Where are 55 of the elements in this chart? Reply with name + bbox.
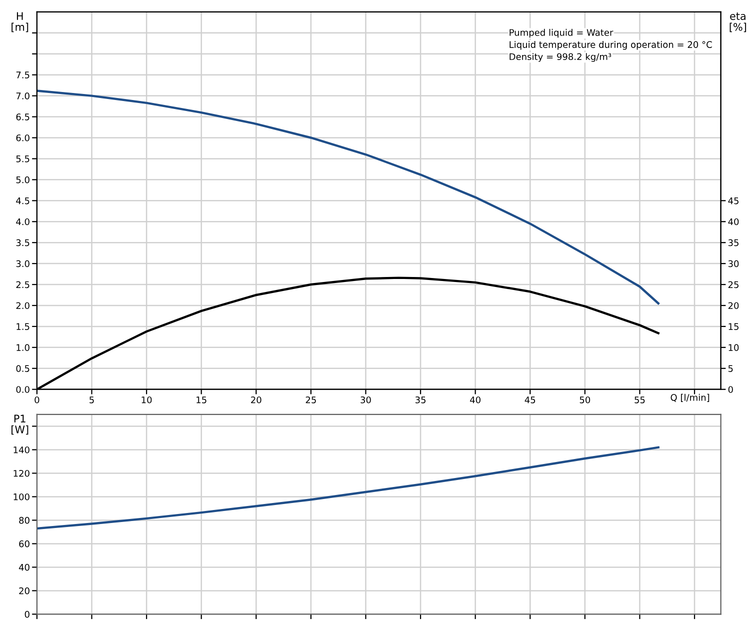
x-tick-label: 55 [634, 396, 645, 404]
y2-axis-title: eta [%] [730, 12, 746, 32]
x-axis-title: Q [l/min] [670, 394, 710, 402]
y2-tick-label: 15 [728, 323, 738, 330]
y2-tick-label: 25 [728, 281, 738, 288]
y-tick-label: 20 [19, 587, 30, 594]
y-tick-label: 3.5 [16, 239, 30, 246]
x-tick-label: 25 [306, 396, 316, 404]
line-series [36, 446, 660, 530]
y2-tick-label: 45 [728, 197, 738, 204]
annotation: Liquid temperature during operation = 20 °C [510, 40, 712, 50]
y-tick-label: 100 [14, 493, 30, 500]
y2-tick-label: 30 [728, 260, 739, 268]
y2-tick-label: 20 [728, 302, 739, 310]
y-tick-label: 140 [14, 446, 30, 454]
x-tick-label: 45 [524, 396, 536, 404]
y-tick-label: 80 [19, 516, 30, 524]
x-tick-label: 5 [90, 396, 94, 404]
y-tick-label: 2.5 [16, 281, 30, 288]
y-tick-label: 1.0 [16, 344, 30, 351]
y2-tick-label: 0 [728, 386, 733, 393]
y-tick-label: 5.0 [16, 176, 30, 184]
line-series [36, 90, 660, 304]
x-tick-label: 40 [470, 396, 480, 404]
annotation: Pumped liquid = Water [510, 28, 614, 38]
x-tick-label: 35 [415, 396, 426, 404]
y-tick-label: 40 [18, 564, 30, 571]
y-axis-title: P1 [W] [12, 414, 28, 435]
y-tick-label: 120 [14, 470, 30, 477]
y2-tick-label: 10 [728, 344, 739, 351]
y-tick-label: 2.0 [16, 302, 30, 310]
x-tick-label: 50 [580, 396, 590, 404]
y-tick-label: 7.5 [16, 72, 30, 78]
y-tick-label: 0 [24, 610, 30, 618]
annotation: Density = 998.2 kg/m³ [510, 53, 612, 62]
y-axis-title: H [m] [12, 12, 28, 32]
y-tick-label: 4.0 [16, 218, 30, 226]
y-tick-label: 3.0 [16, 260, 30, 268]
y-tick-label: 0.5 [16, 365, 30, 372]
y-tick-label: 6.0 [16, 134, 30, 142]
x-tick-label: 30 [360, 396, 371, 404]
x-tick-label: 0 [34, 396, 40, 404]
y2-tick-label: 5 [728, 365, 733, 372]
y-tick-label: 1.5 [16, 323, 30, 330]
y-tick-label: 5.5 [16, 156, 30, 162]
y-tick-label: 0.0 [16, 386, 30, 393]
y2-tick-label: 35 [728, 239, 738, 246]
y-tick-label: 60 [19, 540, 30, 548]
x-tick-label: 20 [251, 396, 262, 404]
y-tick-label: 7.0 [16, 92, 30, 100]
y-tick-label: 6.5 [16, 114, 30, 120]
y2-tick-label: 40 [728, 218, 739, 226]
x-tick-label: 10 [142, 396, 152, 404]
x-tick-label: 15 [196, 396, 206, 404]
y-tick-label: 4.5 [16, 197, 30, 204]
